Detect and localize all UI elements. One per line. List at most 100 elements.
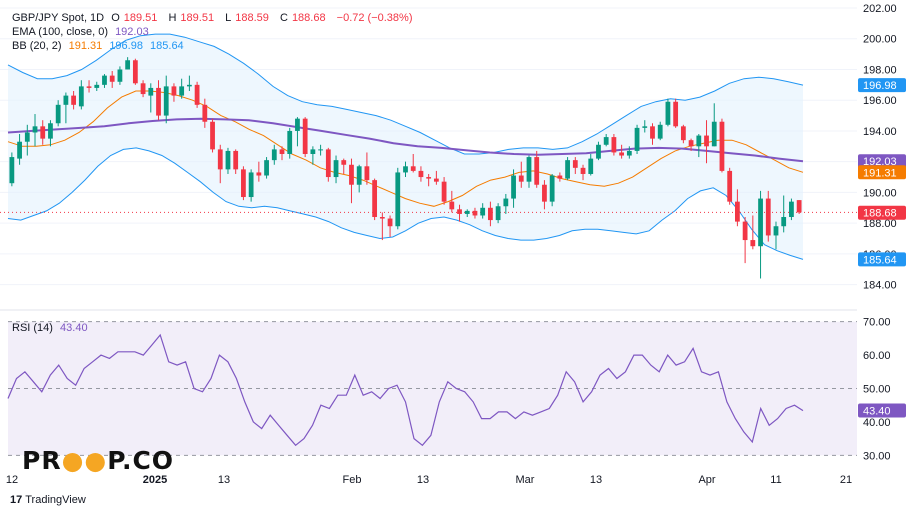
- candle: [241, 166, 246, 201]
- candle-body: [433, 178, 439, 182]
- time-tick-label: 13: [590, 474, 602, 486]
- candle-body: [279, 149, 285, 154]
- candle: [356, 164, 362, 193]
- candle: [580, 164, 586, 181]
- bb-upper-tag-text: 196.98: [863, 80, 897, 92]
- candle: [217, 144, 223, 184]
- price-tick-label: 194.00: [863, 126, 897, 138]
- time-tick-label: 12: [6, 474, 18, 486]
- time-tick-label: 2025: [143, 474, 167, 486]
- rsi-last-tag-bg: [858, 403, 906, 418]
- bb-basis-tag-text: 191.31: [863, 167, 897, 179]
- candle: [55, 100, 61, 127]
- candle: [518, 161, 524, 188]
- close-value: 188.68: [291, 12, 326, 24]
- candle-body: [379, 217, 385, 219]
- candle: [163, 75, 169, 124]
- candle-body: [333, 160, 339, 178]
- candle-body: [565, 160, 570, 179]
- candle: [773, 221, 779, 250]
- candle: [295, 117, 300, 147]
- tradingview-attribution[interactable]: 17 TradingView: [10, 494, 86, 506]
- candle: [186, 75, 192, 91]
- candle-body: [395, 172, 401, 227]
- bb-label: BB (20, 2): [12, 40, 62, 52]
- candle: [349, 158, 354, 204]
- bb-lower-tag-text: 185.64: [863, 254, 897, 266]
- candle: [735, 189, 740, 227]
- open-label: O: [111, 12, 120, 24]
- candle: [611, 134, 617, 156]
- candle-body: [318, 149, 323, 151]
- rsi-tick-label: 40.00: [863, 417, 891, 429]
- candle: [565, 157, 570, 181]
- ema-line: [7, 117, 804, 163]
- candle-body: [217, 149, 223, 170]
- candle: [71, 90, 76, 110]
- tradingview-logo-icon: 17: [10, 494, 23, 506]
- candle: [441, 177, 447, 205]
- candle: [9, 152, 15, 187]
- rsi-legend: RSI (14) 43.40: [12, 322, 92, 334]
- rsi-tick-label: 30.00: [863, 450, 891, 462]
- candle-body: [418, 170, 424, 178]
- candle: [480, 203, 486, 219]
- brand-logo: PR●●P.CO: [22, 446, 174, 475]
- low-label: L: [225, 12, 232, 24]
- candle-body: [163, 86, 169, 116]
- candle: [503, 193, 509, 214]
- candle: [549, 173, 555, 207]
- candle-body: [94, 84, 100, 88]
- candle-body: [511, 175, 516, 199]
- time-tick-label: 13: [417, 474, 429, 486]
- ema-tag-bg: [858, 154, 906, 169]
- candle-body: [727, 170, 733, 202]
- price-tick-label: 190.00: [863, 187, 897, 199]
- ema-label: EMA (100, close, 0): [12, 26, 108, 38]
- time-tick-label: Mar: [516, 474, 535, 486]
- candle: [125, 57, 131, 70]
- bb-lower-value: 185.64: [150, 40, 184, 52]
- logo-text-left: PR: [22, 446, 62, 475]
- candle: [333, 155, 339, 184]
- candle: [704, 120, 709, 164]
- rsi-tick-label: 70.00: [863, 317, 891, 329]
- candle-body: [310, 149, 316, 154]
- candle: [32, 114, 38, 147]
- candle-body: [248, 172, 254, 198]
- candle: [132, 58, 138, 85]
- candle-body: [603, 137, 609, 145]
- candle-body: [55, 104, 61, 124]
- candle: [542, 180, 547, 210]
- candle-body: [241, 169, 246, 198]
- candle-body: [225, 150, 231, 170]
- candle-body: [464, 210, 470, 214]
- rsi-value: 43.40: [60, 322, 88, 334]
- candle: [673, 98, 679, 128]
- candle: [418, 166, 424, 182]
- candle-body: [588, 158, 594, 174]
- candle: [433, 170, 439, 185]
- candle-body: [132, 60, 138, 84]
- candle: [588, 154, 594, 176]
- high-label: H: [168, 12, 177, 24]
- rsi-pane: [7, 321, 857, 456]
- candle-body: [796, 200, 802, 213]
- candle: [341, 158, 347, 174]
- close-label: C: [279, 12, 288, 24]
- candle: [24, 124, 30, 156]
- candle: [742, 217, 748, 264]
- candle: [410, 154, 416, 173]
- candle: [287, 127, 293, 159]
- candle: [657, 121, 663, 141]
- candle-body: [665, 101, 671, 125]
- candle-body: [40, 126, 46, 139]
- candle: [325, 147, 331, 182]
- candle: [279, 146, 285, 161]
- price-tick-label: 202.00: [863, 3, 897, 15]
- candle: [256, 161, 262, 182]
- candle-body: [24, 132, 30, 142]
- tradingview-label: TradingView: [25, 494, 86, 506]
- candle: [248, 169, 254, 202]
- candle-body: [387, 218, 393, 227]
